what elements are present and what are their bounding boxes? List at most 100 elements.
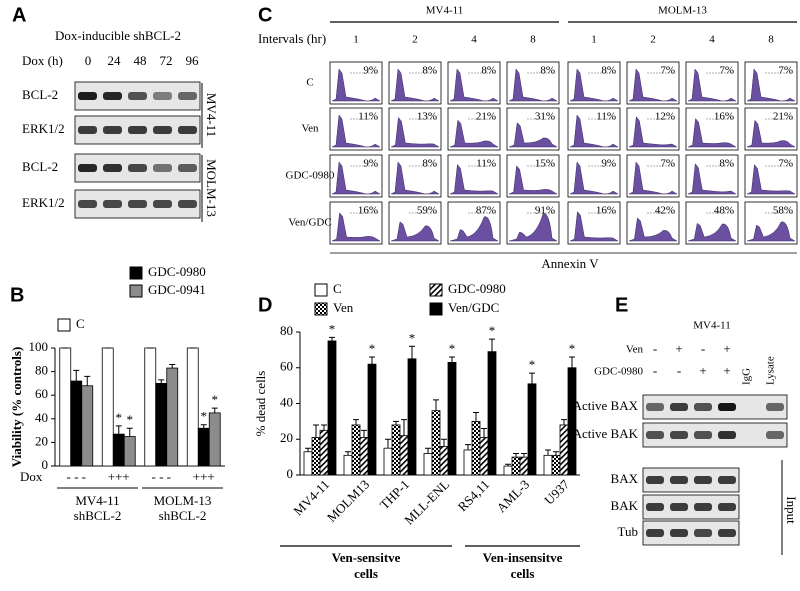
error-bar [305,447,311,452]
band [718,403,736,411]
histogram [331,212,381,242]
x-tick-label: - - - [67,469,87,484]
percent-label: 7% [778,158,793,170]
error-bar [353,419,359,425]
band [153,126,172,134]
error-bar [553,451,559,456]
histogram [569,211,619,242]
row-label: Ven [301,123,319,135]
histogram [331,114,381,148]
band [178,164,197,172]
x-tick-label: THP-1 [377,477,413,513]
interval: 1 [591,34,597,46]
percent-label: 9% [363,65,378,77]
percent-label: 7% [660,158,675,170]
band [128,92,147,100]
band [78,92,97,100]
band [646,431,664,439]
percent-label: 9% [363,158,378,170]
bar [351,424,361,476]
treatment-sign: - [701,341,705,356]
percent-label: 31% [535,111,555,123]
lane-label: IgG [741,368,753,385]
band [646,529,664,537]
histogram [390,161,440,195]
percent-label: 11% [358,111,378,123]
bar [399,435,409,476]
input-label: Input [784,496,799,524]
band [694,431,712,439]
significance: * [212,392,219,407]
percent-label: 58% [773,205,793,217]
treatment-sign: + [723,341,730,356]
histogram [569,161,619,195]
significance: * [569,341,576,356]
cell-line-header: MOLM-13 [658,5,707,17]
error-bar [441,438,447,447]
error-bar [393,420,399,425]
band [694,476,712,484]
group-label: cells [511,566,535,581]
group-label: shBCL-2 [74,508,122,523]
group-label: cells [354,566,378,581]
histogram [449,163,499,195]
histogram [569,68,619,102]
group-label: MOLM-13 [154,493,212,508]
row-label: ERK1/2 [22,195,65,210]
percent-label: 13% [417,111,437,123]
error-bar [489,338,495,352]
interval: 2 [650,34,656,46]
y-tick-label: 0 [287,466,294,481]
histogram [508,165,558,195]
legend-label: C [333,281,342,296]
treatment-sign: + [675,341,682,356]
interval: 8 [768,34,774,46]
bar [303,451,313,476]
histogram [687,163,737,195]
histogram [687,222,737,242]
bar [383,447,393,476]
time-label: 72 [160,53,173,68]
bar [144,347,157,467]
cell-line-header: MV4-11 [426,5,463,17]
histogram [746,221,796,242]
error-bar [345,451,351,456]
group-label: MV4-11 [75,493,119,508]
band [694,529,712,537]
time-label: 96 [186,53,200,68]
band [718,431,736,439]
panel-label: A [12,4,26,26]
percent-label: 8% [422,65,437,77]
bar [70,380,83,467]
bar [359,437,369,476]
bar [479,437,489,476]
bar [431,410,441,476]
treatment-label: Ven [626,344,644,356]
cell-line-label: MOLM-13 [204,159,219,217]
error-bar [505,463,511,467]
time-label: 0 [85,53,92,68]
error-bar [473,411,479,422]
band [646,476,664,484]
bar [527,383,537,476]
y-tick-label: 40 [280,394,293,409]
bar [81,385,94,467]
band [78,126,97,134]
percent-label: 42% [655,205,675,217]
panel-title: MV4-11 [693,320,730,332]
bar [543,454,553,476]
histogram [508,213,558,242]
y-axis-label: Viability (% controls) [9,347,24,468]
percent-label: 7% [778,65,793,77]
error-bar [561,419,567,425]
error-bar [158,379,165,384]
bar [319,429,329,476]
error-bar [84,375,91,386]
row-label: Ven/GDC [288,217,331,229]
group-label: shBCL-2 [159,508,207,523]
treatment-sign: - [677,363,681,378]
band [103,200,122,208]
histogram [449,119,499,148]
bar [327,340,337,476]
